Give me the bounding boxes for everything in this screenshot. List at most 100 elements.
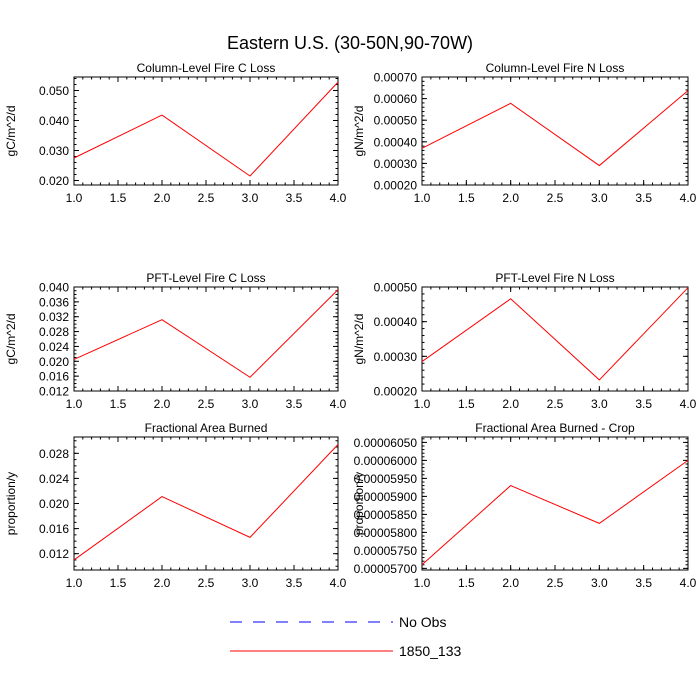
y-tick-label: 0.028 — [39, 325, 69, 339]
plot-frame — [421, 436, 689, 571]
x-tick-label: 3.5 — [635, 397, 652, 411]
y-tick-label: 0.016 — [39, 522, 69, 536]
y-tick-label: 0.00050 — [374, 281, 418, 295]
x-tick-label: 1.0 — [66, 576, 83, 590]
x-tick-label: 2.0 — [154, 397, 171, 411]
x-tick-label: 3.0 — [591, 397, 608, 411]
y-tick-label: 0.00070 — [374, 71, 418, 85]
y-tick-label: 0.00040 — [374, 135, 418, 149]
y-tick-label: 0.00005700 — [354, 562, 418, 576]
x-tick-label: 1.5 — [110, 397, 127, 411]
x-tick-label: 2.5 — [198, 397, 215, 411]
x-tick-label: 2.0 — [502, 191, 519, 205]
series-line-1850_133 — [421, 459, 689, 566]
y-tick-label: 0.040 — [39, 281, 69, 295]
y-tick-label: 0.00005850 — [354, 508, 418, 522]
x-tick-label: 3.5 — [635, 191, 652, 205]
x-tick-label: 3.5 — [635, 576, 652, 590]
x-tick-label: 2.5 — [547, 397, 564, 411]
x-tick-label: 1.5 — [458, 191, 475, 205]
y-tick-label: 0.00030 — [374, 157, 418, 171]
y-tick-label: 0.036 — [39, 295, 69, 309]
panels: Column-Level Fire C Loss gC/m^2/d 1.0 1.5 2.… — [4, 61, 697, 590]
y-tick-label: 0.012 — [39, 547, 69, 561]
series-line-1850_133 — [73, 81, 339, 177]
x-tick-label: 2.0 — [502, 397, 519, 411]
panel-4: PFT-Level Fire N Loss gN/m^2/d 1.0 1.5 2.0 2.… — [352, 271, 697, 411]
x-tick-label: 3.5 — [286, 397, 303, 411]
y-tick-label: 0.00006050 — [354, 436, 418, 450]
x-tick-label: 1.5 — [458, 397, 475, 411]
y-tick-label: 0.00005750 — [354, 544, 418, 558]
y-tick-label: 0.028 — [39, 447, 69, 461]
legend-label: 1850_133 — [399, 643, 462, 659]
y-axis-label: gN/m^2/d — [352, 106, 366, 157]
x-tick-label: 3.0 — [242, 191, 259, 205]
x-tick-label: 2.5 — [547, 191, 564, 205]
x-tick-label: 3.0 — [242, 397, 259, 411]
x-tick-label: 3.0 — [242, 576, 259, 590]
series-line-1850_133 — [421, 287, 689, 381]
y-tick-label: 0.020 — [39, 174, 69, 188]
plot-frame — [421, 76, 689, 186]
x-tick-label: 1.0 — [66, 397, 83, 411]
y-axis-label: proportion/y — [4, 472, 18, 535]
y-tick-label: 0.00005900 — [354, 490, 418, 504]
x-tick-label: 1.5 — [110, 576, 127, 590]
x-tick-label: 4.0 — [330, 191, 347, 205]
x-tick-label: 2.0 — [154, 576, 171, 590]
x-tick-label: 4.0 — [680, 576, 697, 590]
x-tick-label: 2.0 — [154, 191, 171, 205]
x-tick-label: 4.0 — [330, 397, 347, 411]
x-tick-label: 2.5 — [198, 576, 215, 590]
panel-title: Column-Level Fire N Loss — [486, 61, 625, 75]
panel-title: Fractional Area Burned - Crop — [475, 421, 635, 435]
y-tick-label: 0.00020 — [374, 385, 418, 399]
x-tick-label: 3.5 — [286, 191, 303, 205]
y-axis-label: gC/m^2/d — [4, 106, 18, 157]
x-tick-label: 1.0 — [414, 191, 431, 205]
panel-1: Column-Level Fire C Loss gC/m^2/d 1.0 1.5 2.… — [4, 61, 347, 205]
panel-title: Fractional Area Burned — [145, 421, 268, 435]
series-line-1850_133 — [73, 444, 339, 561]
figure-title: Eastern U.S. (30-50N,90-70W) — [227, 33, 473, 53]
y-tick-label: 0.020 — [39, 497, 69, 511]
series-line-1850_133 — [73, 289, 339, 378]
x-tick-label: 1.0 — [414, 576, 431, 590]
series-line-1850_133 — [421, 90, 689, 167]
x-tick-label: 3.0 — [591, 576, 608, 590]
plot-frame — [73, 76, 339, 186]
y-tick-label: 0.020 — [39, 355, 69, 369]
x-tick-label: 1.0 — [414, 397, 431, 411]
x-tick-label: 2.5 — [198, 191, 215, 205]
panel-title: PFT-Level Fire N Loss — [495, 271, 614, 285]
x-tick-label: 4.0 — [330, 576, 347, 590]
y-tick-label: 0.00030 — [374, 350, 418, 364]
y-tick-label: 0.00040 — [374, 315, 418, 329]
x-tick-label: 1.5 — [458, 576, 475, 590]
y-tick-label: 0.030 — [39, 144, 69, 158]
x-tick-label: 4.0 — [680, 397, 697, 411]
y-tick-label: 0.040 — [39, 114, 69, 128]
y-tick-label: 0.012 — [39, 385, 69, 399]
panel-3: PFT-Level Fire C Loss gC/m^2/d 1.0 1.5 2.0 2.… — [4, 271, 347, 411]
x-tick-label: 3.0 — [591, 191, 608, 205]
y-tick-label: 0.024 — [39, 340, 69, 354]
y-axis-label: gN/m^2/d — [352, 314, 366, 365]
y-tick-label: 0.016 — [39, 370, 69, 384]
y-tick-label: 0.00005950 — [354, 472, 418, 486]
panel-5: Fractional Area Burned proportion/y 1.0 1.5… — [4, 421, 347, 590]
y-tick-label: 0.00020 — [374, 179, 418, 193]
legend-label: No Obs — [399, 614, 446, 630]
y-axis-label: gC/m^2/d — [4, 314, 18, 365]
y-tick-label: 0.024 — [39, 472, 69, 486]
y-tick-label: 0.050 — [39, 84, 69, 98]
y-tick-label: 0.00060 — [374, 92, 418, 106]
x-tick-label: 1.0 — [66, 191, 83, 205]
y-tick-label: 0.032 — [39, 310, 69, 324]
x-tick-label: 4.0 — [680, 191, 697, 205]
y-tick-label: 0.00006000 — [354, 454, 418, 468]
x-tick-label: 1.5 — [110, 191, 127, 205]
y-tick-label: 0.00005800 — [354, 526, 418, 540]
